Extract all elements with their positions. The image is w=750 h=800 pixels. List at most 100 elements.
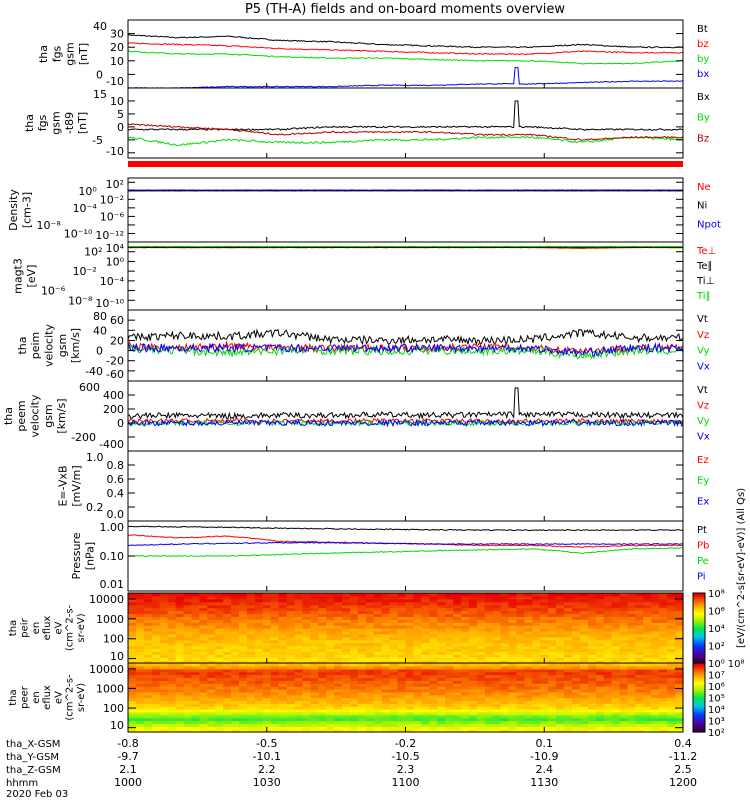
spectrogram-cell	[667, 674, 676, 678]
spectrogram-cell	[143, 720, 153, 724]
spectrogram-cell	[270, 668, 280, 673]
spectrogram-cell	[587, 723, 597, 727]
spectrogram-cell	[326, 598, 335, 603]
spectrogram-cell	[246, 642, 256, 647]
spectrogram-cell	[532, 694, 541, 699]
spectrogram-cell	[659, 717, 668, 722]
spectrogram-cell	[587, 665, 597, 670]
spectrogram-cell	[231, 694, 240, 699]
spectrogram-cell	[143, 595, 153, 600]
y-tick-label: 10⁻¹⁰	[64, 227, 93, 240]
spectrogram-cell	[659, 720, 668, 724]
spectrogram-cell	[564, 610, 573, 614]
spectrogram-cell	[191, 663, 200, 667]
spectrogram-cell	[183, 633, 192, 638]
colorbar-cell	[693, 718, 705, 721]
spectrogram-cell	[342, 714, 351, 719]
spectrogram-cell	[572, 601, 581, 606]
spectrogram-cell	[278, 654, 288, 658]
spectrogram-cell	[342, 683, 351, 687]
spectrogram-cell	[437, 593, 446, 597]
spectrogram-cell	[270, 688, 280, 693]
spectrogram-cell	[540, 691, 549, 696]
spectrogram-cell	[635, 616, 644, 620]
spectrogram-cell	[635, 593, 644, 597]
spectrogram-cell	[239, 595, 248, 600]
spectrogram-cell	[643, 613, 652, 617]
spectrogram-cell	[342, 717, 351, 722]
spectrogram-cell	[429, 595, 438, 600]
spectrogram-cell	[278, 613, 288, 617]
spectrogram-cell	[627, 648, 636, 652]
spectrogram-cell	[492, 660, 502, 664]
spectrogram-cell	[270, 607, 280, 612]
spectrogram-cell	[223, 711, 232, 716]
spectrogram-cell	[175, 674, 185, 678]
spectrogram-cell	[286, 630, 296, 635]
spectrogram-cell	[334, 630, 343, 635]
spectrogram-cell	[294, 729, 303, 733]
spectrogram-cell	[334, 697, 343, 701]
spectrogram-cell	[326, 628, 335, 632]
spectrogram-cell	[611, 677, 621, 681]
spectrogram-cell	[175, 616, 185, 620]
spectrogram-cell	[151, 628, 161, 632]
spectrogram-cell	[675, 694, 684, 699]
spectrogram-cell	[476, 625, 486, 629]
spectrogram-cell	[175, 622, 185, 626]
spectrogram-cell	[476, 723, 486, 727]
spectrogram-cell	[223, 654, 232, 658]
spectrogram-cell	[270, 703, 280, 707]
spectrogram-cell	[365, 665, 375, 670]
spectrogram-cell	[595, 595, 605, 600]
spectrogram-cell	[461, 683, 470, 687]
spectrogram-cell	[342, 642, 351, 647]
spectrogram-cell	[453, 604, 462, 609]
spectrogram-cell	[564, 691, 573, 696]
spectrogram-cell	[548, 595, 557, 600]
spectrogram-cell	[254, 607, 264, 612]
spectrogram-cell	[579, 642, 589, 647]
spectrogram-cell	[484, 665, 494, 670]
spectrogram-cell	[548, 639, 557, 644]
spectrogram-cell	[397, 674, 407, 678]
spectrogram-cell	[294, 677, 303, 681]
spectrogram-cell	[492, 709, 502, 713]
spectrogram-cell	[310, 651, 319, 655]
spectrogram-cell	[199, 648, 208, 652]
spectrogram-cell	[167, 625, 177, 629]
spectrogram-cell	[278, 683, 288, 687]
y-axis-label: en	[31, 622, 42, 635]
spectrogram-cell	[572, 680, 581, 684]
spectrogram-cell	[143, 714, 153, 719]
spectrogram-cell	[572, 663, 581, 667]
spectrogram-cell	[579, 613, 589, 617]
spectrogram-cell	[453, 665, 462, 670]
spectrogram-cell	[421, 720, 430, 724]
spectrogram-cell	[453, 709, 462, 713]
spectrogram-cell	[524, 601, 533, 606]
colorbar-cell	[693, 714, 705, 718]
spectrogram-cell	[191, 694, 200, 699]
spectrogram-cell	[254, 610, 264, 614]
spectrogram-cell	[302, 723, 311, 727]
spectrogram-cell	[524, 723, 533, 727]
spectrogram-cell	[413, 598, 422, 603]
spectrogram-cell	[429, 657, 438, 661]
spectrogram-cell	[365, 677, 375, 681]
spectrogram-cell	[667, 720, 676, 724]
spectrogram-cell	[350, 723, 359, 727]
spectrogram-cell	[627, 726, 636, 730]
spectrogram-cell	[270, 616, 280, 620]
spectrogram-cell	[350, 700, 359, 704]
spectrogram-cell	[151, 625, 161, 629]
spectrogram-cell	[500, 648, 510, 652]
spectrogram-cell	[437, 601, 446, 606]
spectrogram-cell	[635, 668, 644, 673]
spectrogram-cell	[643, 680, 652, 684]
spectrogram-cell	[667, 651, 676, 655]
spectrogram-cell	[532, 595, 541, 600]
spectrogram-cell	[151, 613, 161, 617]
spectrogram-cell	[405, 720, 414, 724]
spectrogram-cell	[302, 674, 311, 678]
